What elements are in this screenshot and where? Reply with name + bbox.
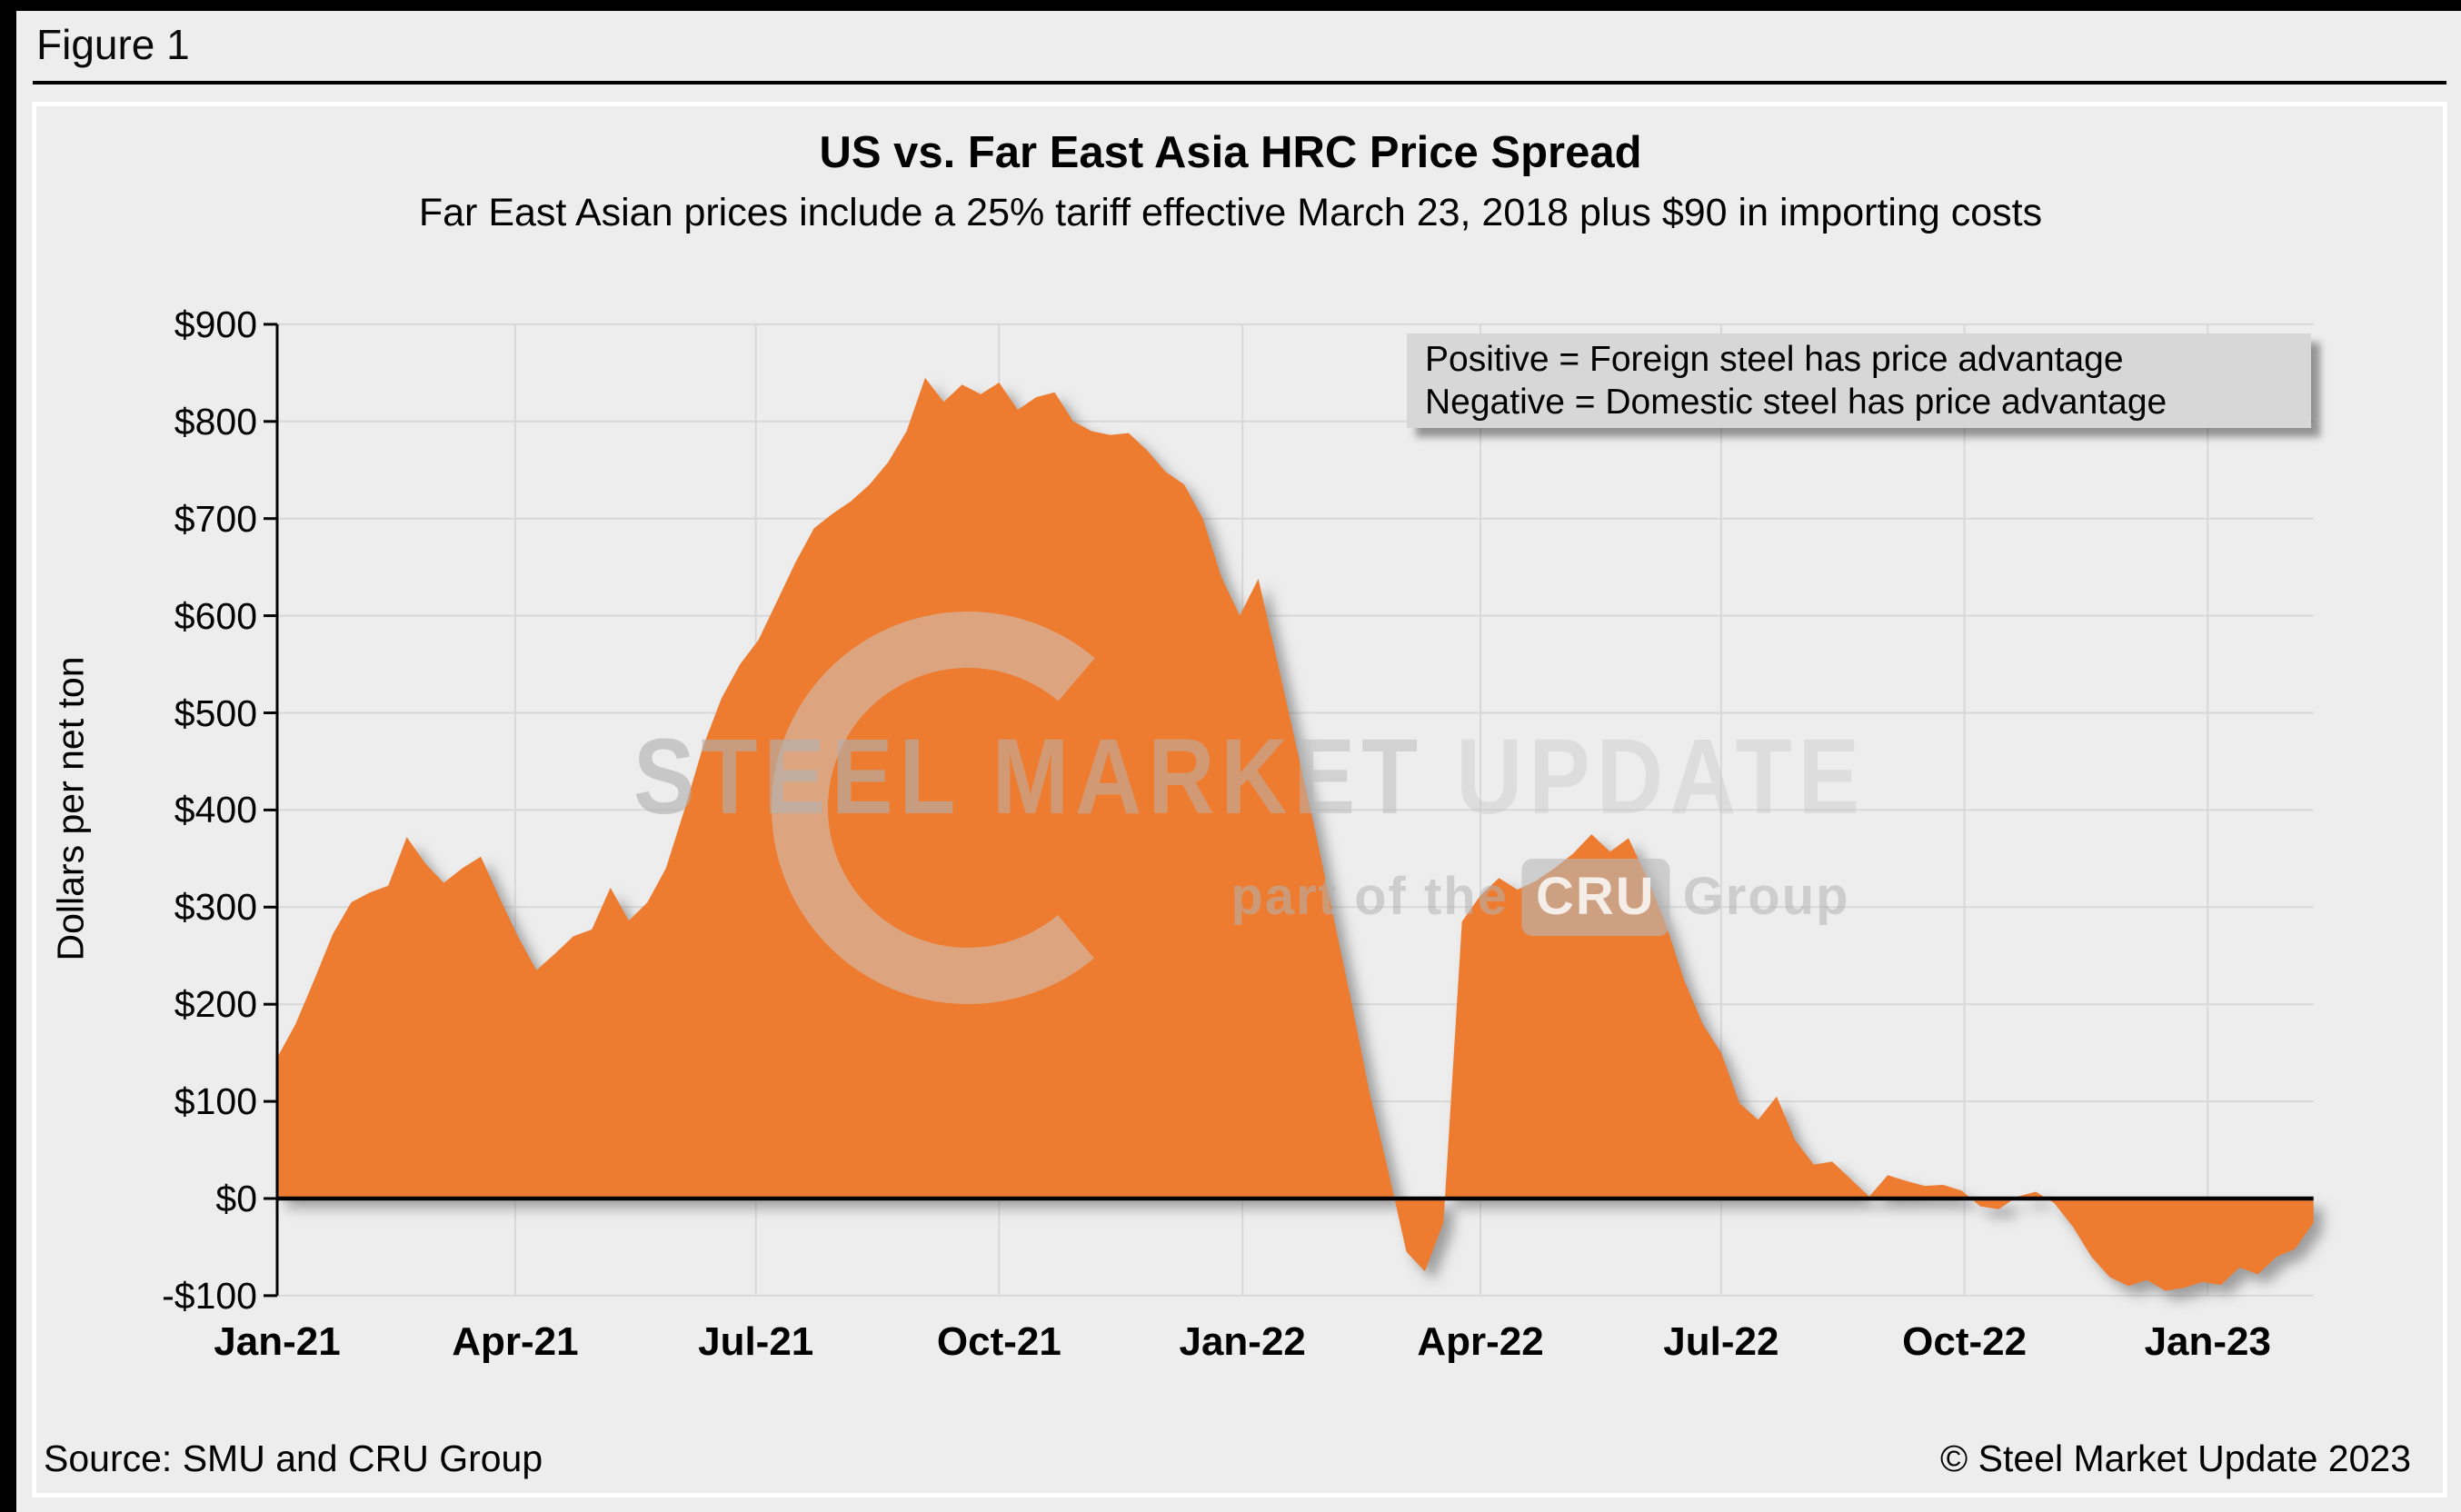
x-tick-label: Jul-21: [698, 1319, 814, 1364]
header-rule: [33, 81, 2446, 85]
page-left-border: [0, 0, 16, 1512]
y-tick-label: $400: [174, 789, 257, 831]
y-axis-tick-labels: $900 $800 $700 $600 $500 $400 $300 $200 $100 $0 -$…: [0, 303, 257, 1317]
y-tick-label: $300: [174, 886, 257, 929]
x-tick-label: Jan-21: [214, 1319, 341, 1364]
x-tick-label: Jan-23: [2144, 1319, 2272, 1364]
legend-annotation-box: Positive = Foreign steel has price advan…: [1407, 333, 2311, 428]
legend-line-positive: Positive = Foreign steel has price advan…: [1425, 340, 2124, 379]
y-tick-label: $700: [174, 497, 257, 540]
x-tick-label: Apr-21: [452, 1319, 579, 1364]
y-tick-label: $600: [174, 594, 257, 637]
legend-line-negative: Negative = Domestic steel has price adva…: [1425, 383, 2167, 422]
source-note: Source: SMU and CRU Group: [44, 1437, 543, 1479]
y-tick-label: $200: [174, 983, 257, 1026]
y-tick-label: $100: [174, 1080, 257, 1123]
figure-label: Figure 1: [36, 21, 190, 68]
x-tick-label: Oct-21: [936, 1319, 1061, 1364]
y-tick-label: $900: [174, 303, 257, 345]
x-tick-label: Jul-22: [1663, 1319, 1779, 1364]
y-tick-label: $0: [215, 1178, 257, 1219]
price-spread-area: [277, 377, 2314, 1291]
x-axis-tick-labels: Jan-21 Apr-21 Jul-21 Oct-21 Jan-22 Apr-22 Jul-…: [214, 1319, 2340, 1383]
y-tick-label: $800: [174, 400, 257, 443]
chart-subtitle: Far East Asian prices include a 25% tari…: [418, 191, 2043, 234]
x-tick-label: Apr-22: [1417, 1319, 1544, 1364]
chart-title: US vs. Far East Asia HRC Price Spread: [819, 128, 1642, 177]
x-tick-label: Jan-22: [1179, 1319, 1306, 1364]
copyright-note: © Steel Market Update 2023: [1940, 1437, 2411, 1479]
x-tick-label: Oct-22: [1902, 1319, 2028, 1364]
y-tick-label: -$100: [162, 1274, 257, 1317]
page-top-border: [0, 0, 2461, 11]
area-chart-plot: [264, 323, 2314, 1298]
y-tick-label: $500: [174, 691, 257, 734]
